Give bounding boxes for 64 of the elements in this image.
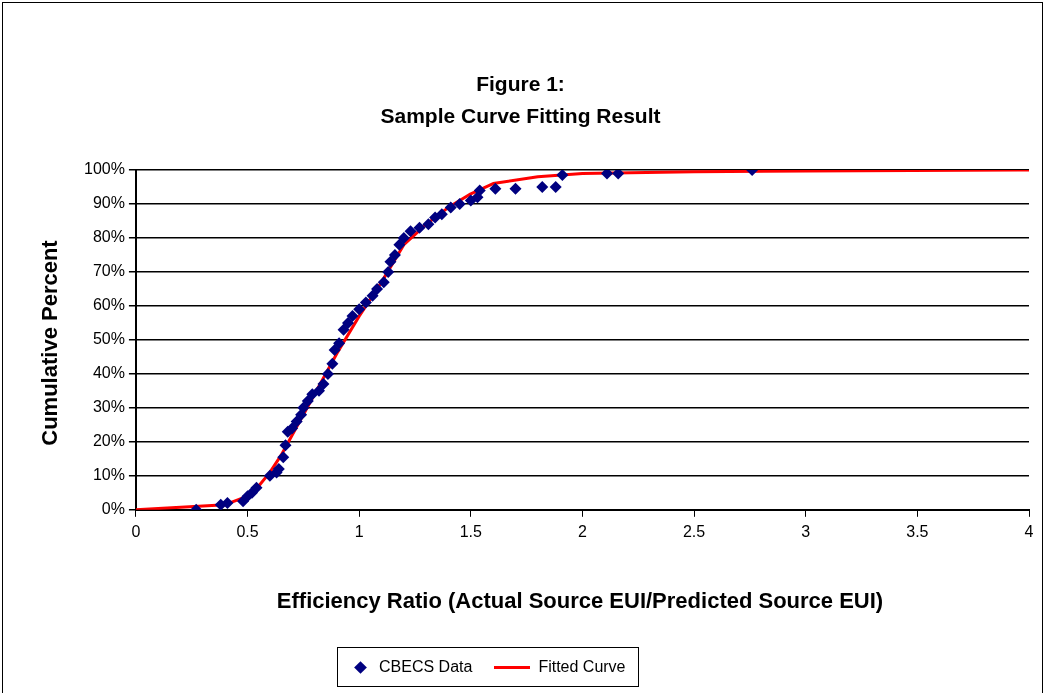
- point: [326, 357, 339, 370]
- point: [371, 282, 384, 295]
- chart-subtitle: Sample Curve Fitting Result: [379, 103, 662, 129]
- point: [279, 439, 292, 452]
- point: [404, 225, 417, 238]
- point: [321, 367, 334, 380]
- point: [536, 180, 549, 193]
- point: [290, 415, 303, 428]
- x-tick-label: 0.5: [236, 522, 259, 540]
- point: [250, 481, 263, 494]
- point: [366, 289, 379, 302]
- y-tick-label: 10%: [92, 466, 125, 484]
- point: [422, 218, 435, 231]
- point: [435, 208, 448, 221]
- point: [384, 255, 397, 268]
- point: [277, 451, 290, 464]
- point: [601, 170, 614, 180]
- y-tick-label: 50%: [92, 330, 125, 348]
- point: [317, 378, 330, 391]
- y-tick-label: 100%: [84, 160, 125, 178]
- y-axis-title: Cumulative Percent: [37, 239, 63, 448]
- point: [346, 310, 359, 323]
- x-tick-label: 1: [354, 522, 364, 540]
- point: [301, 395, 314, 408]
- point: [359, 296, 372, 309]
- point: [333, 337, 346, 350]
- point: [353, 303, 366, 316]
- point: [388, 248, 401, 261]
- point: [328, 344, 341, 357]
- point: [413, 221, 426, 234]
- point: [444, 201, 457, 214]
- point: [612, 170, 625, 180]
- x-tick-label: 4: [1024, 522, 1034, 540]
- y-tick-label: 60%: [92, 296, 125, 314]
- y-tick-label: 40%: [92, 364, 125, 382]
- point: [549, 180, 562, 193]
- point: [556, 170, 569, 182]
- point: [453, 197, 466, 210]
- chart-title: Figure 1:: [475, 71, 566, 97]
- y-tick-label: 80%: [92, 228, 125, 246]
- point: [397, 231, 410, 244]
- y-tick-label: 90%: [92, 194, 125, 212]
- point: [313, 384, 325, 397]
- point: [377, 276, 390, 289]
- point: [337, 323, 350, 336]
- point: [342, 316, 355, 329]
- legend-label: Fitted Curve: [538, 658, 626, 676]
- x-tick-label: 0: [131, 522, 141, 540]
- x-tick-label: 3.5: [906, 522, 929, 540]
- point: [489, 182, 502, 195]
- point: [297, 401, 310, 414]
- point: [393, 238, 406, 251]
- point: [382, 265, 395, 278]
- x-tick-label: 1.5: [459, 522, 483, 540]
- y-tick-label: 0%: [101, 500, 125, 518]
- x-tick-label: 2: [578, 522, 588, 540]
- x-axis-title: Efficiency Ratio (Actual Source EUI/Predicted Source EUI): [275, 588, 885, 614]
- x-tick-label: 2.5: [682, 522, 706, 540]
- legend-label: CBECS Data: [379, 658, 473, 676]
- y-tick-label: 70%: [92, 262, 125, 280]
- x-tick-label: 3: [801, 522, 811, 540]
- point: [509, 182, 522, 195]
- y-tick-label: 30%: [92, 398, 125, 416]
- y-tick-label: 20%: [92, 432, 125, 450]
